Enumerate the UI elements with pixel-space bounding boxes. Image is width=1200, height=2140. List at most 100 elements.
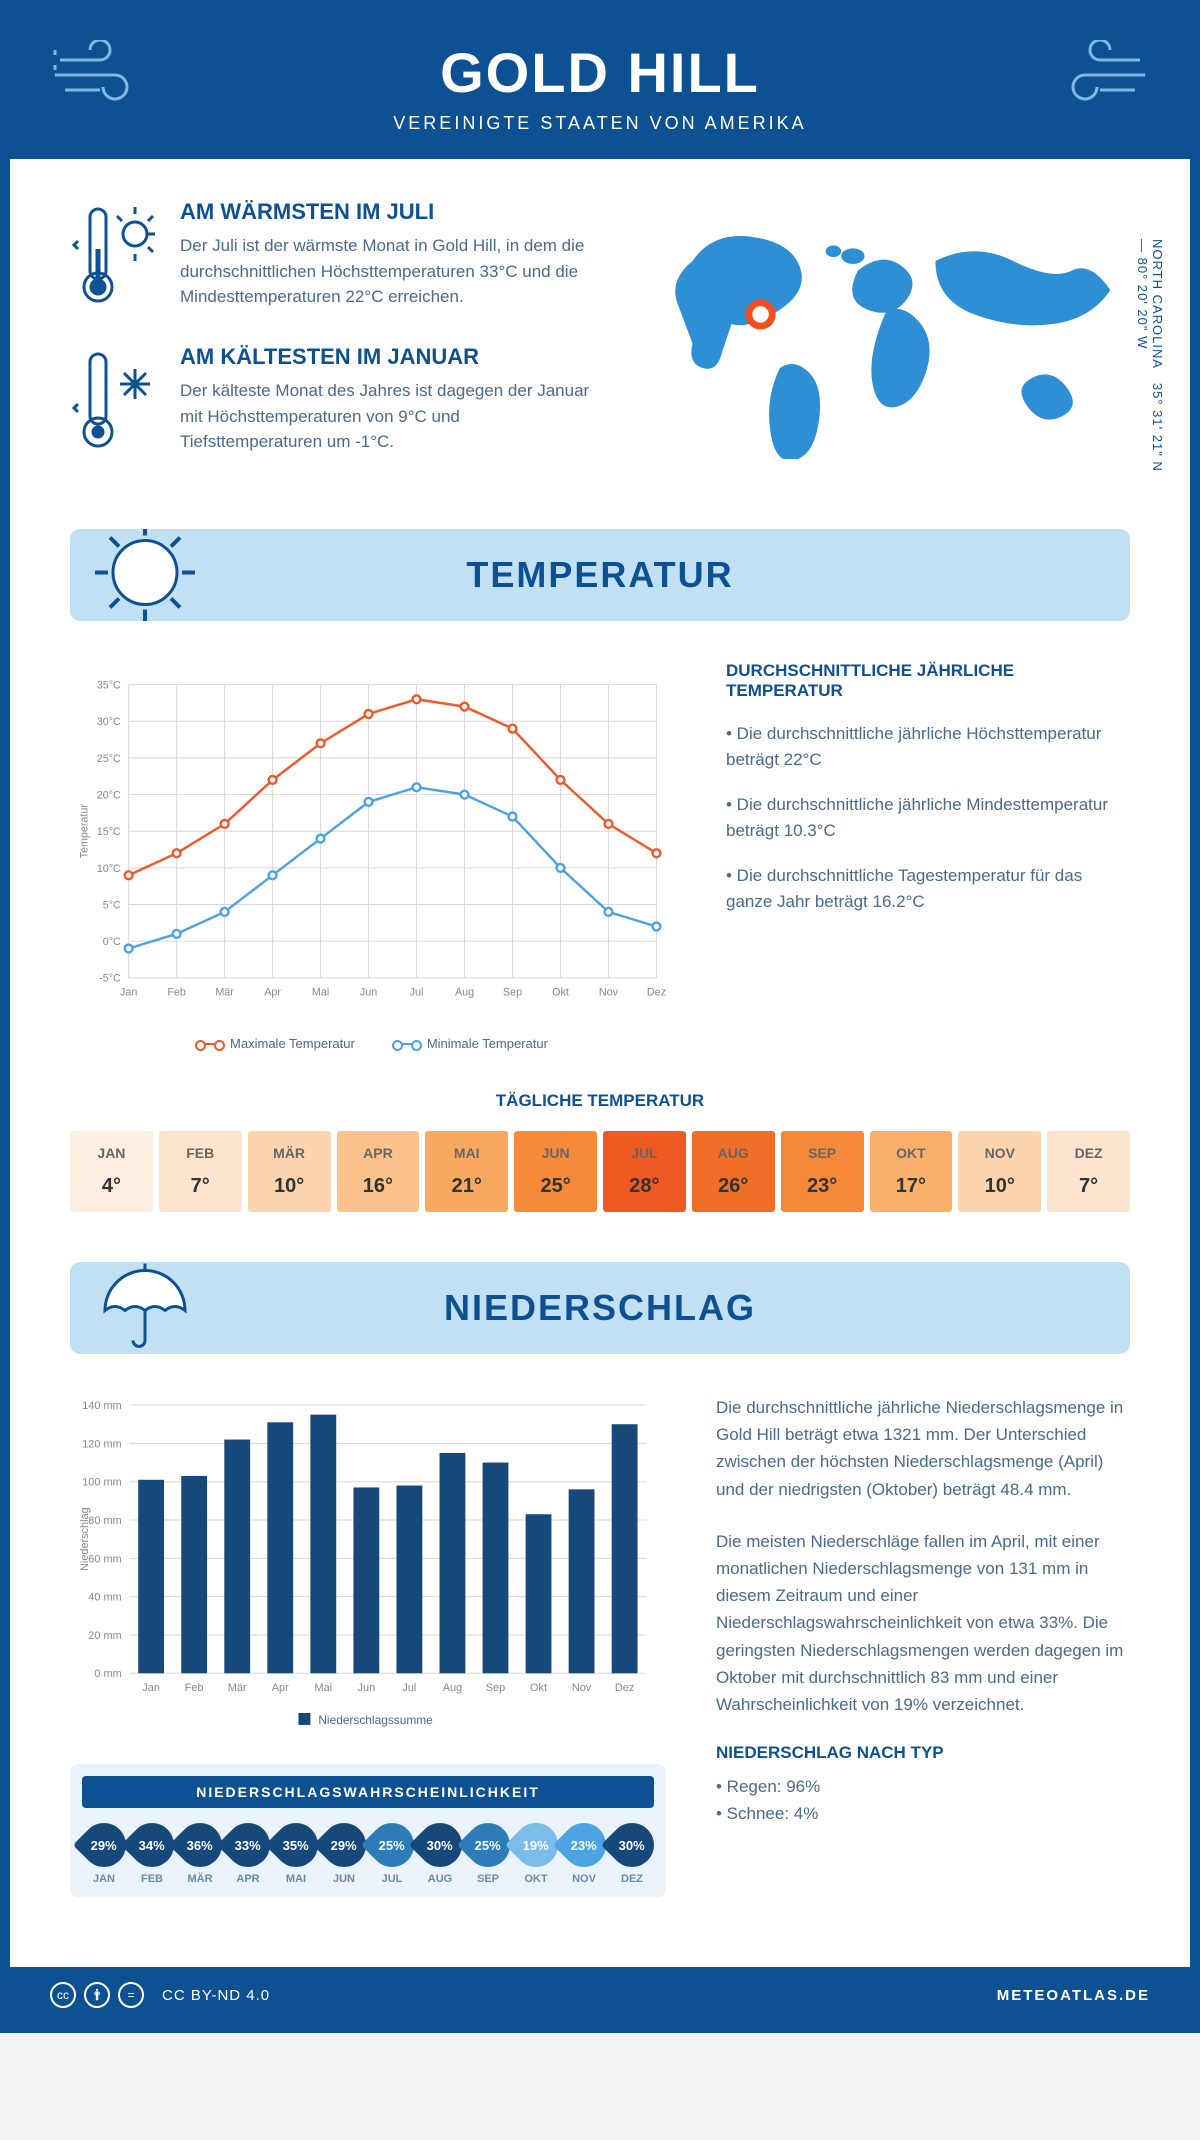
svg-text:20°C: 20°C <box>97 789 121 801</box>
coldest-title: AM KÄLTESTEN IM JANUAR <box>180 344 604 370</box>
svg-text:Mai: Mai <box>312 986 329 998</box>
infographic-page: GOLD HILL VEREINIGTE STAATEN VON AMERIKA… <box>0 0 1200 2033</box>
svg-text:15°C: 15°C <box>97 826 121 838</box>
thermometer-sun-icon <box>70 199 160 314</box>
temp-bullet: • Die durchschnittliche jährliche Höchst… <box>726 721 1130 772</box>
legend-min-label: Minimale Temperatur <box>427 1036 548 1051</box>
svg-text:-5°C: -5°C <box>99 973 121 985</box>
temp-cell: JAN4° <box>70 1131 153 1212</box>
wind-icon <box>50 40 150 115</box>
svg-text:20 mm: 20 mm <box>88 1630 121 1642</box>
svg-text:0°C: 0°C <box>103 936 121 948</box>
precip-type-title: NIEDERSCHLAG NACH TYP <box>716 1743 1130 1763</box>
license-info: cc 🛉 = CC BY-ND 4.0 <box>50 1982 270 2008</box>
site-name: METEOATLAS.DE <box>997 1987 1150 2004</box>
warmest-block: AM WÄRMSTEN IM JULI Der Juli ist der wär… <box>70 199 604 314</box>
temp-cell: JUL28° <box>603 1131 686 1212</box>
probability-drop: 29%JAN <box>82 1823 126 1885</box>
svg-text:Dez: Dez <box>647 986 666 998</box>
probability-drop: 33%APR <box>226 1823 270 1885</box>
temperature-line-chart: -5°C0°C5°C10°C15°C20°C25°C30°C35°CJanFeb… <box>70 661 676 1051</box>
probability-drop: 34%FEB <box>130 1823 174 1885</box>
coords-region: NORTH CAROLINA <box>1150 239 1165 369</box>
svg-text:40 mm: 40 mm <box>88 1592 121 1604</box>
wind-icon <box>1050 40 1150 115</box>
svg-text:Apr: Apr <box>272 1682 289 1694</box>
svg-text:Mär: Mär <box>228 1682 247 1694</box>
nd-icon: = <box>118 1982 144 2008</box>
probability-drop: 25%JUL <box>370 1823 414 1885</box>
temp-legend: Maximale Temperatur Minimale Temperatur <box>70 1036 676 1051</box>
umbrella-icon <box>90 1262 190 1354</box>
svg-text:140 mm: 140 mm <box>82 1400 121 1412</box>
warmest-text: Der Juli ist der wärmste Monat in Gold H… <box>180 233 604 310</box>
license-text: CC BY-ND 4.0 <box>162 1987 270 2004</box>
thermometer-snow-icon <box>70 344 160 459</box>
probability-drop: 29%JUN <box>322 1823 366 1885</box>
svg-text:35°C: 35°C <box>97 680 121 692</box>
probability-drop: 30%DEZ <box>610 1823 654 1885</box>
precip-para-1: Die durchschnittliche jährliche Niedersc… <box>716 1394 1130 1503</box>
precip-type-item: • Schnee: 4% <box>716 1800 1130 1827</box>
svg-text:Feb: Feb <box>167 986 186 998</box>
by-icon: 🛉 <box>84 1982 110 2008</box>
svg-text:Niederschlag: Niederschlag <box>79 1507 91 1571</box>
world-map: NORTH CAROLINA 35° 31' 21" N — 80° 20' 2… <box>644 199 1130 489</box>
precip-type-item: • Regen: 96% <box>716 1773 1130 1800</box>
temp-cell: FEB7° <box>159 1131 242 1212</box>
coordinates: NORTH CAROLINA 35° 31' 21" N — 80° 20' 2… <box>1135 239 1165 489</box>
probability-drop: 30%AUG <box>418 1823 462 1885</box>
svg-text:Sep: Sep <box>503 986 522 998</box>
svg-text:5°C: 5°C <box>103 899 121 911</box>
temperature-banner: TEMPERATUR <box>70 529 1130 621</box>
intro-section: AM WÄRMSTEN IM JULI Der Juli ist der wär… <box>70 199 1130 489</box>
svg-text:Temperatur: Temperatur <box>79 804 91 859</box>
probability-drop: 19%OKT <box>514 1823 558 1885</box>
svg-text:Niederschlagssumme: Niederschlagssumme <box>318 1713 433 1727</box>
svg-text:Jun: Jun <box>358 1682 376 1694</box>
probability-box: NIEDERSCHLAGSWAHRSCHEINLICHKEIT 29%JAN34… <box>70 1764 666 1897</box>
svg-text:Nov: Nov <box>599 986 619 998</box>
probability-drop: 23%NOV <box>562 1823 606 1885</box>
svg-text:25°C: 25°C <box>97 753 121 765</box>
precipitation-bar-chart: 0 mm20 mm40 mm60 mm80 mm100 mm120 mm140 … <box>70 1394 666 1739</box>
probability-drop: 36%MÄR <box>178 1823 222 1885</box>
legend-max-label: Maximale Temperatur <box>230 1036 355 1051</box>
svg-text:Aug: Aug <box>455 986 474 998</box>
temp-bullet: • Die durchschnittliche jährliche Mindes… <box>726 792 1130 843</box>
svg-text:Sep: Sep <box>486 1682 505 1694</box>
temp-info-title: DURCHSCHNITTLICHE JÄHRLICHE TEMPERATUR <box>726 661 1130 701</box>
temp-bullet: • Die durchschnittliche Tagestemperatur … <box>726 863 1130 914</box>
temp-cell: DEZ7° <box>1047 1131 1130 1212</box>
svg-text:60 mm: 60 mm <box>88 1553 121 1565</box>
svg-text:Apr: Apr <box>264 986 281 998</box>
probability-title: NIEDERSCHLAGSWAHRSCHEINLICHKEIT <box>82 1776 654 1808</box>
svg-text:Mär: Mär <box>215 986 234 998</box>
svg-text:10°C: 10°C <box>97 863 121 875</box>
probability-drop: 25%SEP <box>466 1823 510 1885</box>
svg-text:Jul: Jul <box>410 986 424 998</box>
svg-text:Okt: Okt <box>530 1682 547 1694</box>
precipitation-text: Die durchschnittliche jährliche Niedersc… <box>716 1394 1130 1897</box>
svg-text:Mai: Mai <box>315 1682 333 1694</box>
svg-text:30°C: 30°C <box>97 716 121 728</box>
svg-text:100 mm: 100 mm <box>82 1477 121 1489</box>
header: GOLD HILL VEREINIGTE STAATEN VON AMERIKA <box>10 10 1190 159</box>
page-title: GOLD HILL <box>30 40 1170 105</box>
temp-cell: APR16° <box>337 1131 420 1212</box>
coldest-block: AM KÄLTESTEN IM JANUAR Der kälteste Mona… <box>70 344 604 459</box>
svg-text:Jul: Jul <box>402 1682 416 1694</box>
svg-text:Dez: Dez <box>615 1682 634 1694</box>
temp-cell: AUG26° <box>692 1131 775 1212</box>
daily-temp-table: JAN4°FEB7°MÄR10°APR16°MAI21°JUN25°JUL28°… <box>70 1131 1130 1212</box>
temp-cell: MAI21° <box>425 1131 508 1212</box>
svg-text:Okt: Okt <box>552 986 569 998</box>
temperature-heading: TEMPERATUR <box>100 554 1100 596</box>
precip-para-2: Die meisten Niederschläge fallen im Apri… <box>716 1528 1130 1718</box>
temp-cell: NOV10° <box>958 1131 1041 1212</box>
cc-icon: cc <box>50 1982 76 2008</box>
svg-text:Jan: Jan <box>142 1682 160 1694</box>
temp-cell: MÄR10° <box>248 1131 331 1212</box>
precipitation-banner: NIEDERSCHLAG <box>70 1262 1130 1354</box>
probability-drop: 35%MAI <box>274 1823 318 1885</box>
